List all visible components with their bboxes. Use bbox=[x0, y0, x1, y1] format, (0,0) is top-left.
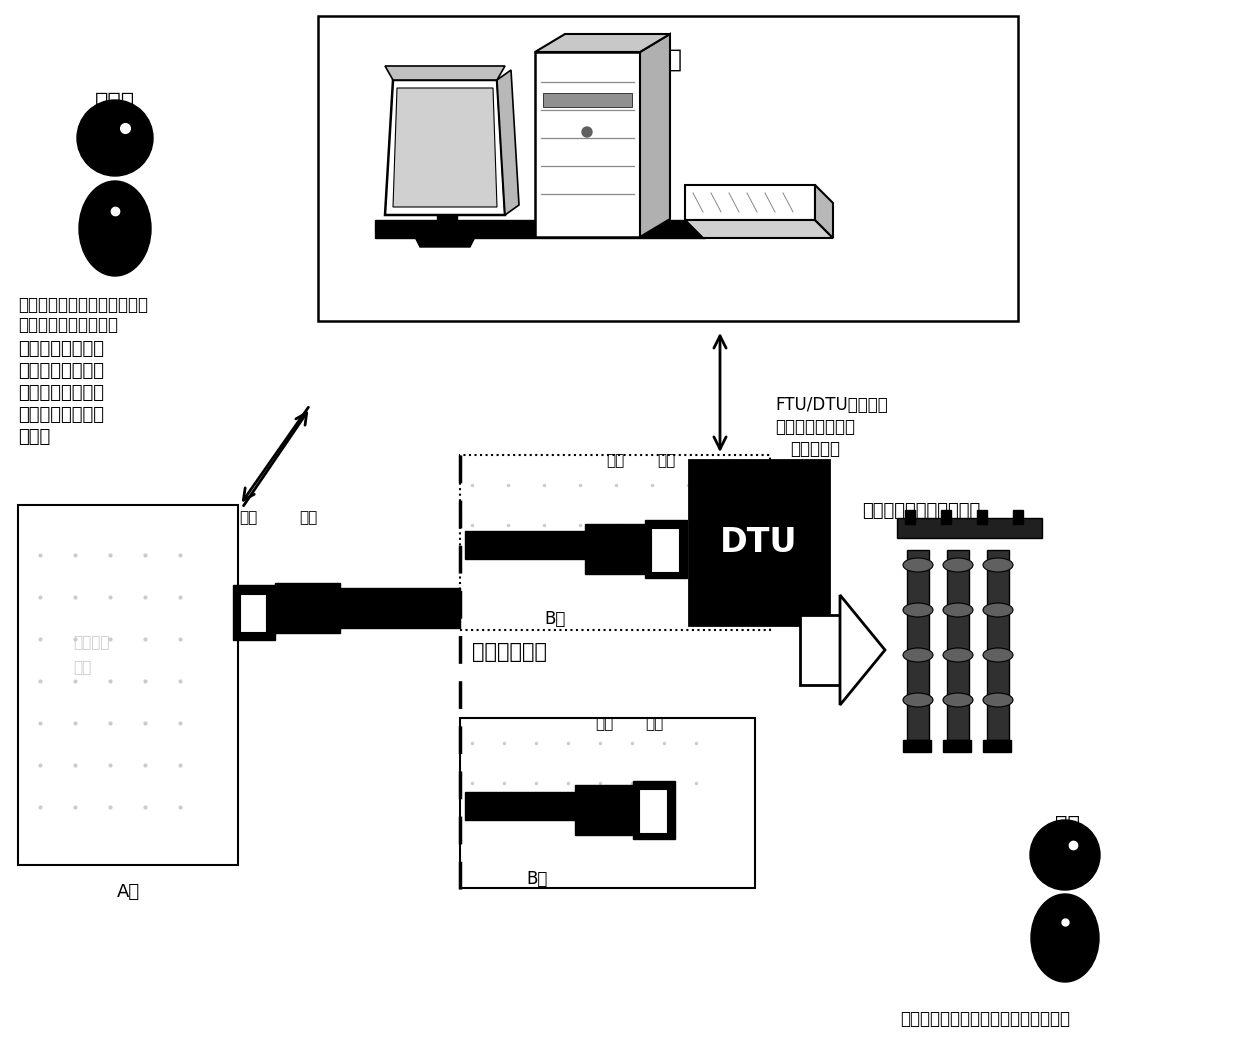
Text: FTU/DTU与主站建: FTU/DTU与主站建 bbox=[775, 396, 888, 414]
Text: 设备，发起自动化验收: 设备，发起自动化验收 bbox=[19, 316, 118, 334]
Bar bbox=[575, 785, 632, 835]
Text: 插头: 插头 bbox=[299, 510, 317, 525]
Ellipse shape bbox=[903, 603, 932, 617]
Ellipse shape bbox=[983, 693, 1013, 707]
Polygon shape bbox=[384, 80, 505, 215]
Text: 插座: 插座 bbox=[645, 716, 663, 731]
Text: 路，用以传输自动: 路，用以传输自动 bbox=[19, 384, 104, 402]
Text: 化验收开始、结束: 化验收开始、结束 bbox=[19, 406, 104, 424]
Text: B侧: B侧 bbox=[544, 610, 565, 628]
Polygon shape bbox=[534, 34, 670, 52]
Text: B侧: B侧 bbox=[527, 870, 548, 888]
Ellipse shape bbox=[983, 558, 1013, 572]
Bar bbox=[905, 510, 915, 524]
Bar bbox=[800, 615, 839, 685]
Circle shape bbox=[77, 100, 153, 176]
Polygon shape bbox=[706, 212, 725, 238]
Bar bbox=[460, 455, 770, 630]
Ellipse shape bbox=[942, 693, 973, 707]
Bar bbox=[941, 510, 951, 524]
Text: 等消息: 等消息 bbox=[19, 428, 51, 446]
Text: 主站: 主站 bbox=[653, 48, 683, 72]
Ellipse shape bbox=[903, 648, 932, 662]
Text: 验收装置: 验收装置 bbox=[73, 635, 109, 650]
Bar bbox=[465, 792, 575, 820]
Text: 插头: 插头 bbox=[606, 453, 624, 468]
Ellipse shape bbox=[903, 693, 932, 707]
Bar bbox=[19, 505, 238, 865]
Bar bbox=[543, 93, 632, 107]
Bar bbox=[317, 16, 1018, 321]
Bar bbox=[987, 550, 1009, 740]
Ellipse shape bbox=[983, 648, 1013, 662]
Text: 现场人员提前接好航插或标准接线即可: 现场人员提前接好航插或标准接线即可 bbox=[900, 1010, 1070, 1029]
Text: 在二次侧加量: 在二次侧加量 bbox=[472, 642, 547, 662]
Bar bbox=[1013, 510, 1023, 524]
Polygon shape bbox=[384, 66, 505, 80]
Text: 人员: 人员 bbox=[1054, 835, 1080, 855]
Polygon shape bbox=[415, 237, 475, 247]
Text: 插座: 插座 bbox=[657, 453, 675, 468]
Text: 自动化验收装置与: 自动化验收装置与 bbox=[19, 340, 104, 358]
Polygon shape bbox=[393, 88, 497, 207]
Text: 三遥信号等: 三遥信号等 bbox=[790, 440, 839, 458]
Text: 验收: 验收 bbox=[73, 660, 92, 675]
Polygon shape bbox=[839, 595, 885, 705]
Ellipse shape bbox=[983, 603, 1013, 617]
Circle shape bbox=[582, 127, 591, 137]
Ellipse shape bbox=[942, 558, 973, 572]
Bar bbox=[903, 740, 931, 752]
Ellipse shape bbox=[942, 603, 973, 617]
Bar bbox=[977, 510, 987, 524]
Bar bbox=[241, 594, 267, 632]
Bar bbox=[942, 740, 971, 752]
Bar bbox=[639, 789, 667, 833]
Bar bbox=[436, 215, 458, 237]
Text: 主站间建立通信链: 主站间建立通信链 bbox=[19, 362, 104, 380]
Text: 现场: 现场 bbox=[1054, 815, 1080, 835]
Bar bbox=[534, 52, 640, 237]
Bar bbox=[906, 550, 929, 740]
Ellipse shape bbox=[1030, 894, 1099, 982]
Text: 调度员: 调度员 bbox=[95, 92, 135, 112]
Bar bbox=[585, 524, 645, 574]
Text: 立通信链接，传输: 立通信链接，传输 bbox=[775, 418, 856, 436]
Bar bbox=[465, 531, 585, 559]
Bar bbox=[983, 740, 1011, 752]
Polygon shape bbox=[684, 220, 833, 238]
Polygon shape bbox=[684, 185, 815, 220]
Polygon shape bbox=[497, 70, 520, 215]
Bar bbox=[632, 781, 675, 839]
Bar bbox=[897, 518, 1042, 538]
Ellipse shape bbox=[79, 181, 151, 276]
Ellipse shape bbox=[903, 558, 932, 572]
Bar bbox=[689, 460, 830, 625]
Text: 遥控测试带实际开关动作: 遥控测试带实际开关动作 bbox=[862, 502, 981, 520]
Bar bbox=[645, 520, 687, 578]
Bar bbox=[651, 528, 680, 572]
Ellipse shape bbox=[942, 648, 973, 662]
Text: 调度员在主站侧选中要验收的: 调度员在主站侧选中要验收的 bbox=[19, 296, 148, 314]
Polygon shape bbox=[815, 185, 833, 238]
Bar bbox=[374, 220, 706, 238]
Text: 插座: 插座 bbox=[239, 510, 257, 525]
Bar bbox=[275, 583, 340, 633]
Bar bbox=[233, 585, 275, 640]
Circle shape bbox=[1030, 820, 1100, 890]
Text: DTU: DTU bbox=[720, 526, 797, 559]
Text: A侧: A侧 bbox=[117, 883, 140, 902]
Text: 插头: 插头 bbox=[595, 716, 613, 731]
Polygon shape bbox=[640, 34, 670, 237]
Bar bbox=[460, 718, 755, 888]
Bar bbox=[947, 550, 968, 740]
Bar bbox=[340, 588, 460, 628]
